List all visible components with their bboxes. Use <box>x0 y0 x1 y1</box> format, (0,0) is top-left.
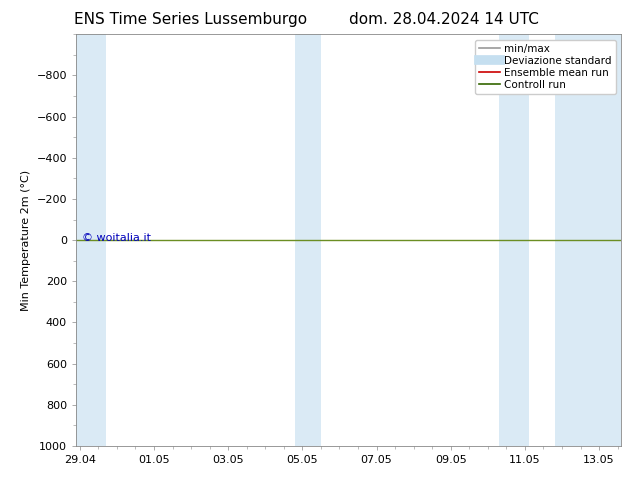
Text: © woitalia.it: © woitalia.it <box>82 233 150 243</box>
Text: dom. 28.04.2024 14 UTC: dom. 28.04.2024 14 UTC <box>349 12 539 27</box>
Bar <box>499 34 529 446</box>
Bar <box>295 34 321 446</box>
Legend: min/max, Deviazione standard, Ensemble mean run, Controll run: min/max, Deviazione standard, Ensemble m… <box>476 40 616 94</box>
Bar <box>555 34 621 446</box>
Text: ENS Time Series Lussemburgo: ENS Time Series Lussemburgo <box>74 12 307 27</box>
Bar <box>76 34 106 446</box>
Y-axis label: Min Temperature 2m (°C): Min Temperature 2m (°C) <box>21 170 31 311</box>
